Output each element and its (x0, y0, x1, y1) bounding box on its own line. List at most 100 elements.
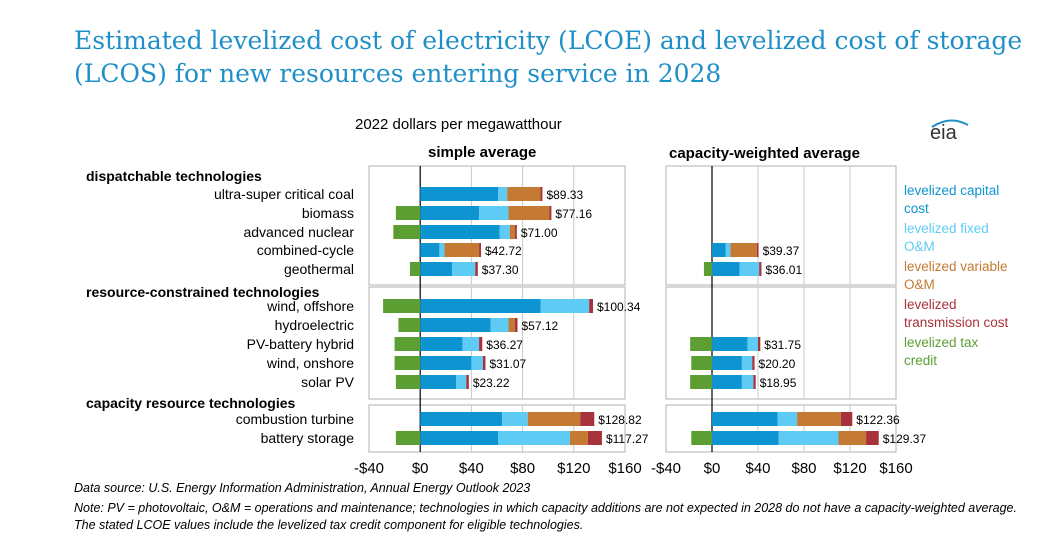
bar-segment-capital (712, 412, 778, 426)
bar-segment-tax-credit (409, 262, 421, 276)
total-value-label: $31.75 (764, 338, 801, 352)
bar-segment-fixed-om (479, 206, 509, 220)
bar-segment-transmission (756, 243, 759, 257)
legend-item: levelized fixed O&M (904, 221, 989, 254)
bar-segment-capital (420, 262, 453, 276)
total-value-label: $31.07 (489, 357, 526, 371)
x-tick-label: $80 (510, 460, 535, 477)
bar-segment-transmission (479, 243, 481, 257)
x-tick-label: $40 (459, 460, 484, 477)
total-value-label: $117.27 (606, 432, 649, 446)
total-value-label: $128.82 (598, 413, 642, 427)
bar-segment-transmission (580, 412, 595, 426)
bar-segment-capital (420, 337, 463, 351)
chart-title: Estimated levelized cost of electricity … (74, 26, 1023, 88)
category-label: combustion turbine (236, 411, 355, 427)
x-tick-label: -$40 (354, 460, 384, 477)
panel-title-weighted: capacity-weighted average (669, 145, 860, 162)
bar-segment-transmission (587, 431, 602, 445)
bar-segment-variable-om (508, 206, 550, 220)
category-label: biomass (302, 205, 354, 221)
bar-segment-fixed-om (540, 299, 590, 313)
bar-segment-variable-om (730, 243, 757, 257)
bar-segment-fixed-om (462, 337, 480, 351)
bar-segment-transmission (752, 356, 755, 370)
category-label: hydroelectric (275, 317, 354, 333)
group-label: resource-constrained technologies (86, 284, 320, 300)
bar-segment-variable-om (507, 187, 541, 201)
bar-segment-transmission (589, 299, 593, 313)
bar-segment-capital (420, 206, 480, 220)
bar-segment-capital (420, 318, 491, 332)
bar-segment-tax-credit (690, 337, 712, 351)
bar-segment-capital (712, 262, 740, 276)
bar-segment-tax-credit (703, 262, 712, 276)
category-label: geothermal (284, 261, 354, 277)
category-label: advanced nuclear (243, 224, 354, 240)
category-label: PV-battery hybrid (247, 336, 354, 352)
bar-segment-transmission (466, 375, 469, 389)
bar-segment-tax-credit (691, 431, 712, 445)
bar-segment-fixed-om (741, 375, 754, 389)
bar-segment-fixed-om (490, 318, 509, 332)
bar-segment-transmission (540, 187, 543, 201)
bar-segment-variable-om (508, 318, 515, 332)
bar-segment-transmission (840, 412, 853, 426)
x-tick-label: $80 (791, 460, 816, 477)
bar-segment-fixed-om (498, 187, 508, 201)
bar-segment-variable-om (444, 243, 480, 257)
total-value-label: $36.27 (486, 338, 523, 352)
legend-item: levelized tax credit (904, 335, 979, 368)
bar-segment-variable-om (569, 431, 588, 445)
bar-segment-fixed-om (777, 412, 798, 426)
category-label: wind, onshore (266, 355, 354, 371)
total-value-label: $39.37 (763, 244, 800, 258)
bar-segment-tax-credit (691, 356, 712, 370)
bar-segment-fixed-om (502, 412, 528, 426)
bar-segment-fixed-om (778, 431, 839, 445)
category-label: combined-cycle (257, 242, 354, 258)
bar-segment-fixed-om (471, 356, 483, 370)
x-tick-label: $0 (412, 460, 429, 477)
category-label: solar PV (301, 374, 355, 390)
x-tick-label: $160 (608, 460, 641, 477)
legend: levelized capital cost levelized fixed O&… (904, 182, 1014, 372)
bar-segment-capital (420, 375, 457, 389)
legend-item: levelized capital cost (904, 183, 1000, 216)
eia-logo: eia (930, 118, 980, 148)
x-tick-label: -$40 (651, 460, 681, 477)
bar-segment-transmission (482, 356, 486, 370)
total-value-label: $37.30 (482, 263, 519, 277)
bar-segment-fixed-om (741, 356, 753, 370)
category-label: ultra-super critical coal (214, 186, 354, 202)
bar-segment-transmission (514, 225, 517, 239)
bar-segment-capital (420, 225, 500, 239)
bar-segment-capital (420, 431, 499, 445)
total-value-label: $18.95 (760, 376, 797, 390)
bar-segment-transmission (759, 262, 762, 276)
bar-segment-capital (712, 243, 726, 257)
bar-segment-tax-credit (395, 431, 421, 445)
bar-segment-capital (420, 412, 503, 426)
bar-segment-fixed-om (499, 225, 510, 239)
total-value-label: $71.00 (521, 226, 558, 240)
total-value-label: $20.20 (759, 357, 796, 371)
bar-segment-capital (712, 337, 748, 351)
category-label: wind, offshore (266, 298, 354, 314)
legend-item: levelized variable O&M (904, 259, 1008, 292)
bar-segment-fixed-om (747, 337, 758, 351)
bar-segment-tax-credit (395, 375, 421, 389)
bar-segment-transmission (866, 431, 879, 445)
bar-segment-fixed-om (452, 262, 476, 276)
total-value-label: $77.16 (555, 207, 592, 221)
bar-segment-variable-om (527, 412, 581, 426)
units-label: 2022 dollars per megawatthour (355, 116, 562, 133)
total-value-label: $36.01 (765, 263, 802, 277)
bar-segment-fixed-om (725, 243, 731, 257)
data-source: Data source: U.S. Energy Information Adm… (74, 481, 531, 495)
bar-segment-tax-credit (383, 299, 421, 313)
x-tick-label: $40 (745, 460, 770, 477)
eia-logo-text: eia (930, 122, 957, 144)
x-tick-label: $160 (879, 460, 912, 477)
bar-segment-fixed-om (439, 243, 445, 257)
